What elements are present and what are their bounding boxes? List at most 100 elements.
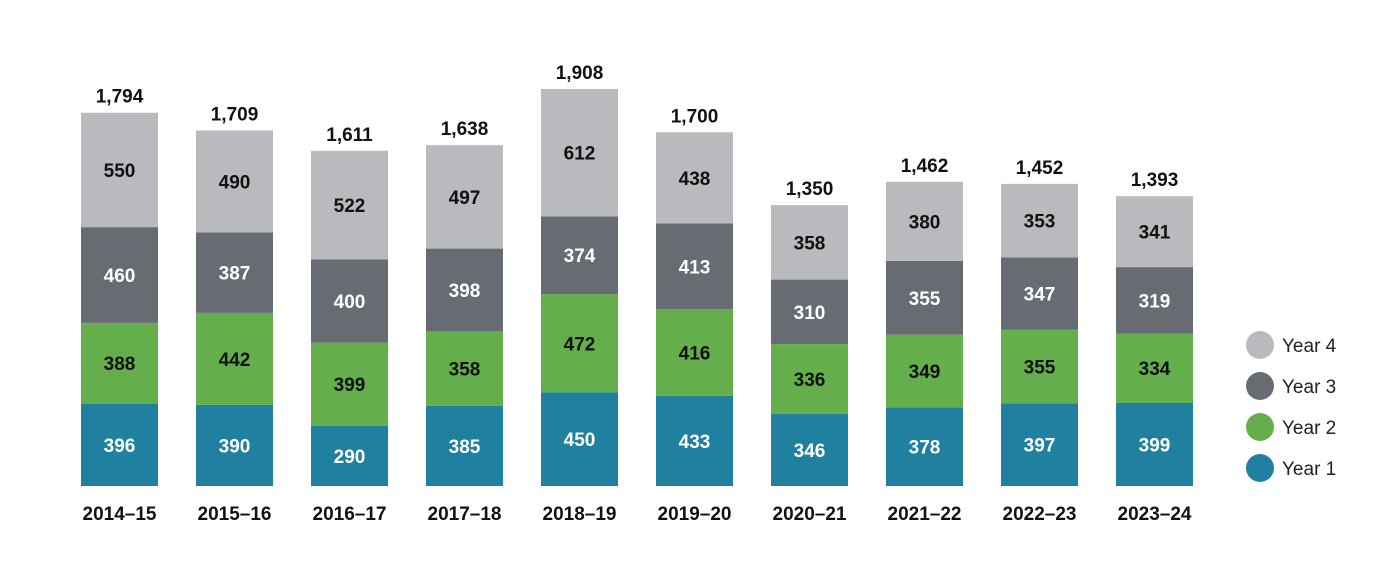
total-value-label: 1,350: [786, 179, 834, 200]
bar-segment-year-2: [771, 344, 848, 415]
legend: Year 4 Year 3 Year 2 Year 1: [1246, 331, 1337, 482]
bar-segment-year-3: [1116, 267, 1193, 334]
bar-segment-year-2: [1001, 329, 1078, 404]
bar-segment-year-2: [886, 334, 963, 408]
segment-value-label: 355: [909, 289, 941, 310]
total-value-label: 1,794: [96, 87, 144, 108]
segment-value-label: 334: [1139, 359, 1171, 380]
bar-segment-year-3: [541, 216, 618, 295]
x-tick-label: 2022–23: [1003, 504, 1077, 525]
legend-label: Year 4: [1282, 336, 1337, 357]
x-tick-label: 2017–18: [428, 504, 502, 525]
x-tick-label: 2014–15: [83, 504, 157, 525]
legend-label: Year 3: [1282, 377, 1336, 398]
bar-segment-year-2: [81, 322, 158, 404]
segment-value-label: 374: [564, 246, 596, 267]
bar-segment-year-3: [771, 279, 848, 345]
segment-value-label: 413: [679, 257, 711, 278]
total-value-label: 1,611: [326, 125, 373, 146]
total-value-label: 1,638: [441, 119, 489, 140]
segment-value-label: 416: [679, 344, 711, 365]
total-value-label: 1,908: [556, 63, 604, 84]
bar-segment-year-4: [1001, 183, 1078, 258]
bar-segment-year-2: [426, 331, 503, 406]
bar-segment-year-1: [1001, 403, 1078, 486]
x-tick-label: 2016–17: [313, 504, 387, 525]
x-tick-label: 2021–22: [888, 504, 962, 525]
segment-value-label: 358: [449, 360, 481, 381]
total-value-label: 1,709: [211, 104, 259, 125]
legend-swatch: [1246, 331, 1274, 359]
segment-value-label: 450: [564, 430, 596, 451]
category-labels-group: 2014–15 2015–16 2016–17 2017–18 2018–19 2019–…: [83, 504, 1192, 525]
bar-segment-year-3: [886, 260, 963, 335]
bar-segment-year-1: [426, 405, 503, 486]
segment-value-label: 336: [794, 370, 826, 391]
legend-swatch: [1246, 454, 1274, 482]
total-value-label: 1,700: [671, 106, 719, 127]
segment-value-label: 319: [1139, 291, 1171, 312]
x-tick-label: 2018–19: [543, 504, 617, 525]
bar-segment-year-3: [656, 223, 733, 310]
bar-segment-year-3: [196, 232, 273, 313]
segment-value-label: 472: [564, 334, 596, 355]
bar-segment-year-1: [771, 414, 848, 486]
segment-value-label: 353: [1024, 212, 1056, 233]
segment-value-label: 442: [219, 350, 251, 371]
segment-value-label: 346: [794, 441, 826, 462]
bar-segment-year-2: [541, 294, 618, 393]
segment-value-label: 388: [104, 354, 136, 375]
bar-segment-year-3: [1001, 257, 1078, 330]
bar-segment-year-2: [196, 312, 273, 405]
legend-label: Year 2: [1282, 418, 1336, 439]
bar-segment-year-1: [541, 392, 618, 486]
segment-value-label: 390: [219, 436, 251, 457]
bar-segment-year-4: [541, 89, 618, 217]
bar-segment-year-4: [196, 130, 273, 233]
segment-value-label: 397: [1024, 436, 1056, 457]
segment-value-label: 460: [104, 266, 136, 287]
segment-value-label: 438: [679, 169, 711, 190]
bar-segment-year-1: [1116, 402, 1193, 486]
segment-value-label: 612: [564, 144, 596, 165]
bar-segment-year-1: [311, 425, 388, 486]
segment-value-label: 355: [1024, 357, 1056, 378]
segment-value-label: 399: [334, 375, 366, 396]
bar-segment-year-1: [656, 395, 733, 486]
x-tick-label: 2019–20: [658, 504, 732, 525]
segment-value-label: 433: [679, 432, 711, 453]
bar-segment-year-4: [311, 150, 388, 260]
bar-segment-year-3: [81, 227, 158, 323]
segment-value-label: 349: [909, 362, 941, 383]
segment-value-label: 497: [449, 188, 481, 209]
bar-segment-year-1: [886, 407, 963, 486]
segment-value-label: 358: [794, 233, 826, 254]
bar-segment-year-2: [1116, 333, 1193, 403]
bar-segment-year-4: [81, 112, 158, 228]
segment-labels-group: 396 388 460 550 390 442 387 490 290 399 400 522 385 3…: [104, 144, 1171, 468]
bar-segment-year-4: [1116, 196, 1193, 268]
x-tick-label: 2015–16: [198, 504, 272, 525]
segment-value-label: 310: [794, 303, 826, 324]
segment-value-label: 490: [219, 172, 251, 193]
bar-segment-year-4: [656, 132, 733, 224]
bar-segment-year-1: [81, 403, 158, 486]
segment-value-label: 522: [334, 196, 366, 217]
segment-value-label: 387: [219, 264, 251, 285]
segment-value-label: 398: [449, 281, 481, 302]
segment-value-label: 385: [449, 437, 481, 458]
bar-segment-year-4: [771, 205, 848, 280]
total-value-label: 1,462: [901, 156, 949, 177]
legend-swatch: [1246, 413, 1274, 441]
total-labels-group: 1,794 1,709 1,611 1,638 1,908 1,700 1,350 1,462…: [96, 63, 1179, 200]
total-value-label: 1,393: [1131, 170, 1179, 191]
legend-swatch: [1246, 372, 1274, 400]
segment-value-label: 378: [909, 438, 941, 459]
x-tick-label: 2023–24: [1118, 504, 1192, 525]
bar-segment-year-4: [886, 181, 963, 261]
segment-value-label: 400: [334, 292, 366, 313]
segment-value-label: 341: [1139, 223, 1171, 244]
bar-segment-year-3: [311, 259, 388, 343]
bar-segment-year-2: [656, 309, 733, 396]
